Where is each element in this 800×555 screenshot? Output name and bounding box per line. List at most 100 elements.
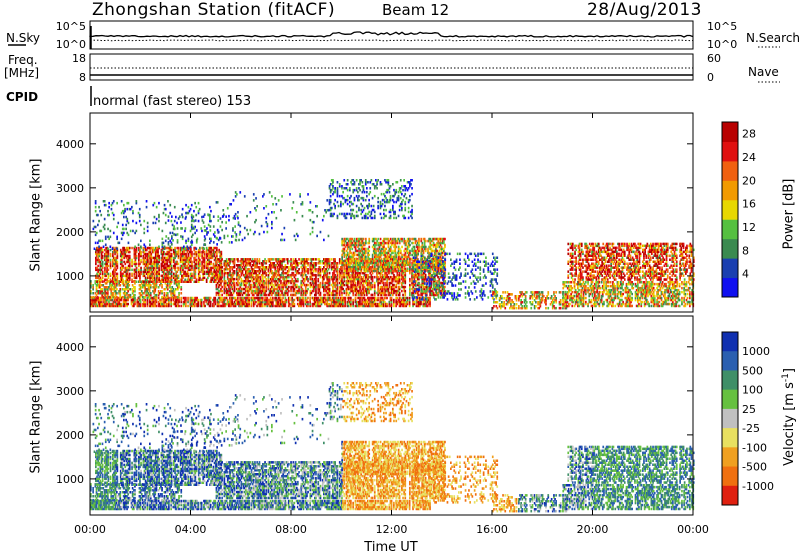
power-cell <box>160 278 163 281</box>
power-cell <box>341 261 343 265</box>
power-cell <box>344 298 347 302</box>
power-cell <box>250 268 253 271</box>
power-cell <box>275 291 278 295</box>
power-cell <box>273 273 275 277</box>
power-cell <box>349 291 351 295</box>
power-cell <box>156 248 158 252</box>
power-cell <box>179 264 182 268</box>
power-cell <box>345 289 348 293</box>
power-cell <box>113 248 115 252</box>
power-cell <box>139 304 142 308</box>
power-cell <box>156 280 158 283</box>
power-cell <box>152 276 155 280</box>
power-cell <box>138 302 141 306</box>
power-cell <box>385 281 387 285</box>
power-cell <box>390 258 393 261</box>
power-cell <box>148 302 151 306</box>
power-cell <box>205 264 208 268</box>
power-cell <box>209 254 211 258</box>
power-cell <box>267 293 270 297</box>
power-cell <box>418 275 420 279</box>
power-cell <box>333 260 335 263</box>
power-cell <box>381 296 384 300</box>
power-cell <box>345 263 348 267</box>
power-cell <box>415 291 418 295</box>
power-cell <box>145 254 148 258</box>
power-cell <box>302 289 305 293</box>
power-cell <box>158 268 160 272</box>
power-cell <box>258 283 261 287</box>
power-cell <box>247 271 249 275</box>
power-cell <box>232 304 235 308</box>
power-cell <box>126 298 128 302</box>
power-cell <box>250 273 253 277</box>
power-cell <box>264 270 266 273</box>
power-cell <box>252 285 255 289</box>
power-cell <box>341 255 343 259</box>
power-cell <box>288 273 290 277</box>
power-cell <box>123 293 126 297</box>
power-cell <box>107 293 109 297</box>
power-cell <box>442 279 445 283</box>
power-cell <box>309 266 312 269</box>
power-cell <box>286 260 289 263</box>
power-cell <box>344 296 347 300</box>
power-cell <box>168 248 171 252</box>
power-cell <box>243 260 246 263</box>
power-cell <box>139 292 142 295</box>
power-cell <box>404 298 406 302</box>
power-cell <box>194 250 197 254</box>
power-cell <box>143 270 146 274</box>
power-cell <box>153 292 155 295</box>
power-cell <box>143 292 145 295</box>
power-cell <box>225 287 228 291</box>
power-cell <box>420 271 422 275</box>
power-cell <box>282 260 284 263</box>
power-cell <box>392 293 394 297</box>
power-cell <box>394 285 396 289</box>
power-cell <box>156 276 158 280</box>
power-cell <box>306 270 308 273</box>
power-cell <box>193 270 196 274</box>
power-cell <box>432 287 435 291</box>
power-cell <box>370 304 373 308</box>
power-cell <box>255 289 257 293</box>
power-cell <box>333 266 335 269</box>
power-cell <box>125 260 128 264</box>
power-cell <box>408 298 411 302</box>
power-cell <box>145 288 148 291</box>
power-cell <box>276 273 279 277</box>
power-cell <box>328 296 331 300</box>
power-cell <box>187 300 189 304</box>
power-cell <box>219 250 222 254</box>
power-cell <box>263 289 265 293</box>
power-cell <box>379 275 382 279</box>
power-cell <box>242 283 245 287</box>
power-cell <box>305 300 308 304</box>
power-cell <box>181 264 183 268</box>
power-cell <box>276 277 279 281</box>
power-cell <box>178 300 180 304</box>
power-cell <box>96 298 99 302</box>
power-cell <box>196 298 198 302</box>
power-cell <box>250 291 253 295</box>
power-cell <box>266 300 269 304</box>
power-cell <box>185 300 187 304</box>
power-cell <box>118 282 120 285</box>
power-cell <box>197 272 200 276</box>
power-cell <box>107 290 109 293</box>
power-cell <box>231 293 234 297</box>
power-cell <box>342 264 344 267</box>
power-cell <box>134 260 137 264</box>
power-cell <box>193 248 196 252</box>
power-cell <box>325 281 327 285</box>
power-cell <box>191 300 194 304</box>
power-cell <box>395 300 397 304</box>
power-cell <box>385 275 387 279</box>
power-cell <box>336 285 339 289</box>
power-cell <box>343 283 346 287</box>
power-cell <box>128 278 131 281</box>
power-cell <box>312 302 315 306</box>
power-cell <box>341 285 343 289</box>
power-cell <box>381 302 384 306</box>
